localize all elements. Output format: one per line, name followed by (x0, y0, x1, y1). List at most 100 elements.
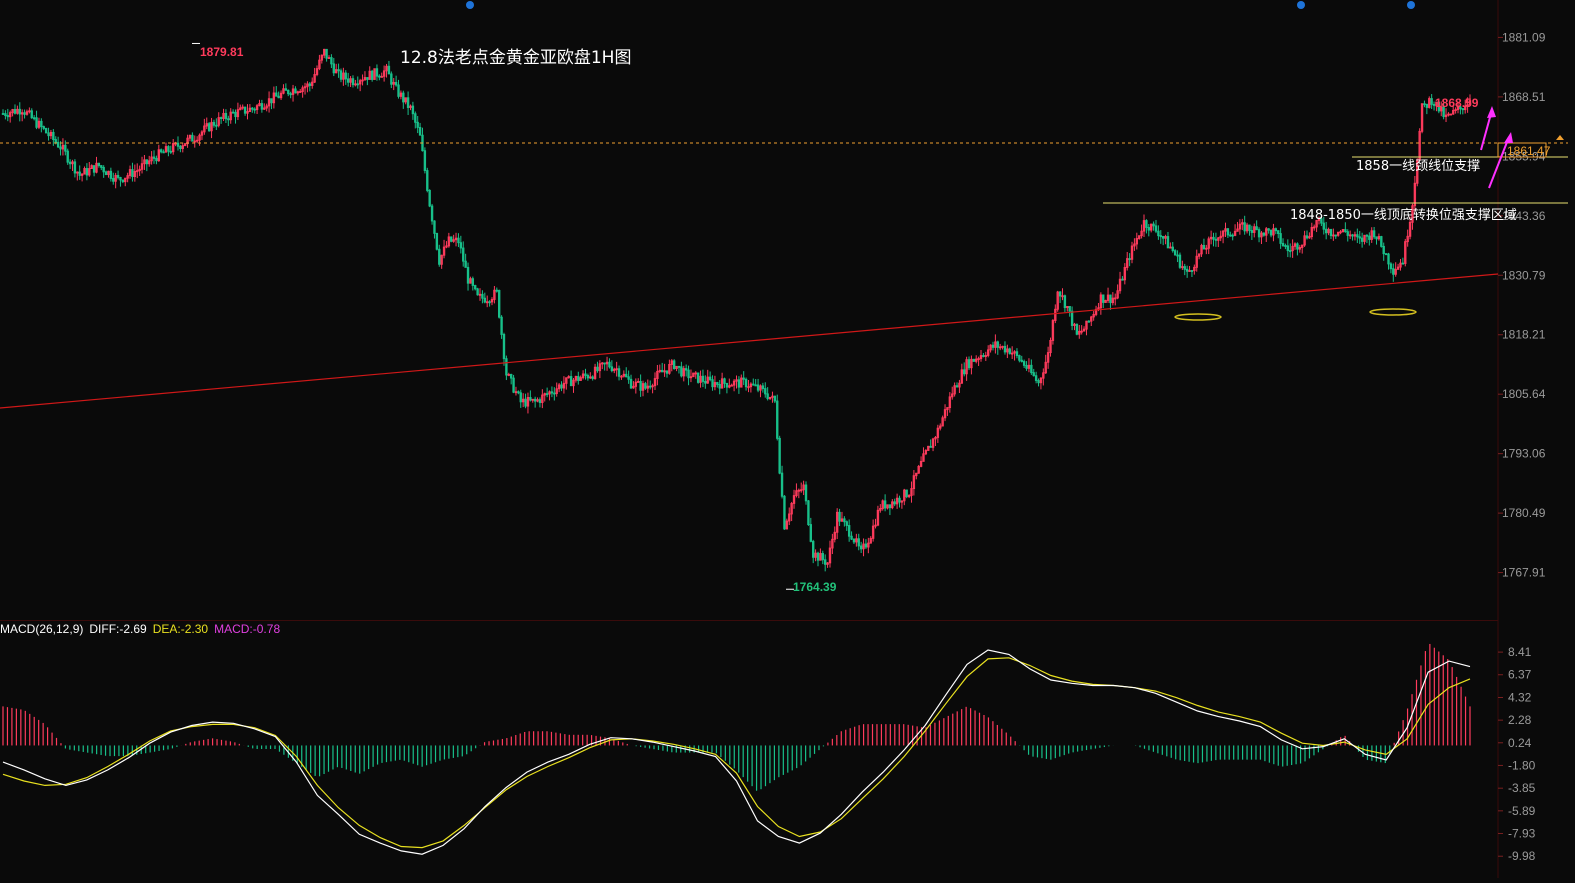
candle-body (486, 301, 489, 304)
candle-body (605, 361, 609, 365)
candle-body (785, 520, 789, 530)
candle-body (687, 369, 690, 379)
bottom-marker-ellipse (1369, 308, 1417, 316)
candle-body (303, 86, 307, 89)
candle-body (1392, 268, 1395, 275)
candle-body (1248, 224, 1251, 231)
candle-body (850, 535, 853, 540)
candle-body (382, 70, 386, 77)
candle-body (531, 398, 534, 401)
candle-body (816, 552, 820, 561)
candle-body (910, 488, 913, 496)
candle-body (653, 378, 657, 387)
candle-body (95, 162, 98, 173)
candle-body (919, 460, 923, 467)
candle-body (116, 174, 120, 178)
candle-body (1159, 235, 1162, 238)
candle-body (953, 385, 956, 395)
candle-body (169, 150, 172, 153)
candle-body (1221, 230, 1225, 237)
candle-body (234, 111, 237, 118)
candle-body (1260, 232, 1263, 238)
candle-body (1066, 306, 1069, 309)
candle-body (1257, 229, 1261, 238)
candle-body (776, 400, 779, 439)
candle-body (207, 123, 211, 132)
arrow-head-icon (1487, 106, 1496, 118)
candle-body (828, 547, 832, 564)
candle-body (270, 98, 273, 104)
macd-lines (2, 649, 1471, 855)
candle-body (1449, 113, 1453, 116)
candle-body (157, 149, 161, 162)
candle-body (1387, 253, 1390, 265)
candle-body (557, 384, 561, 390)
candle-body (210, 121, 213, 132)
candle-body (888, 504, 892, 509)
candle-body (610, 366, 614, 372)
candle-body (1188, 270, 1191, 272)
candle-body (1176, 254, 1179, 257)
candle-body (831, 538, 834, 549)
candle-body (701, 375, 705, 382)
candle-body (71, 161, 74, 165)
candle-body (1459, 106, 1462, 110)
candle-body (1380, 236, 1383, 247)
candle-body (289, 93, 292, 96)
candle-body (670, 360, 673, 365)
candle-body (1404, 241, 1407, 264)
candle-body (994, 341, 997, 348)
candle-body (579, 377, 582, 381)
candle-body (466, 266, 470, 284)
candle-body (819, 553, 822, 561)
candle-body (1197, 253, 1201, 257)
candle-body (593, 366, 597, 379)
candle-body (1010, 352, 1014, 355)
candle-body (1058, 291, 1062, 297)
candle-body (481, 293, 484, 299)
candle-body (42, 126, 45, 129)
candle-body (1099, 294, 1103, 309)
candle-body (519, 392, 522, 403)
candle-body (1116, 290, 1119, 299)
candle-body (136, 170, 139, 173)
candle-body (1147, 227, 1150, 231)
candle-body (342, 72, 345, 80)
candle-body (1368, 235, 1371, 240)
candle-body (1430, 98, 1433, 105)
candle-body (114, 174, 117, 182)
candle-body (689, 376, 693, 379)
candle-body (752, 383, 755, 386)
candle-body (536, 399, 539, 402)
candle-body (124, 177, 127, 183)
candle-body (891, 501, 894, 509)
candle-body (1200, 244, 1203, 255)
candle-body (857, 538, 860, 547)
candle-body (423, 150, 427, 172)
current-price-label: 1861.47 (1507, 144, 1551, 158)
macd-tick-label: 2.28 (1508, 713, 1532, 727)
candle-body (323, 48, 326, 56)
candle-body (1250, 230, 1254, 233)
candle-body (445, 245, 448, 248)
candle-body (720, 378, 724, 389)
candle-body (1073, 323, 1076, 326)
candle-body (32, 117, 36, 120)
candle-body (179, 145, 182, 149)
chart-title: 12.8法老点金黄金亚欧盘1H图 (400, 48, 631, 68)
candle-body (155, 157, 158, 162)
candle-body (1039, 377, 1043, 384)
price-tick-label: 1805.64 (1502, 387, 1546, 401)
candle-body (1341, 229, 1345, 233)
candle-body (1289, 250, 1292, 253)
candle-body (1, 113, 5, 115)
candle-body (1044, 361, 1047, 374)
candle-body (569, 376, 573, 387)
candle-body (426, 170, 429, 191)
candle-body (373, 68, 376, 80)
candle-body (586, 375, 590, 379)
upward-arrow-line (1488, 136, 1510, 189)
candle-body (275, 92, 278, 97)
candle-body (900, 500, 904, 503)
